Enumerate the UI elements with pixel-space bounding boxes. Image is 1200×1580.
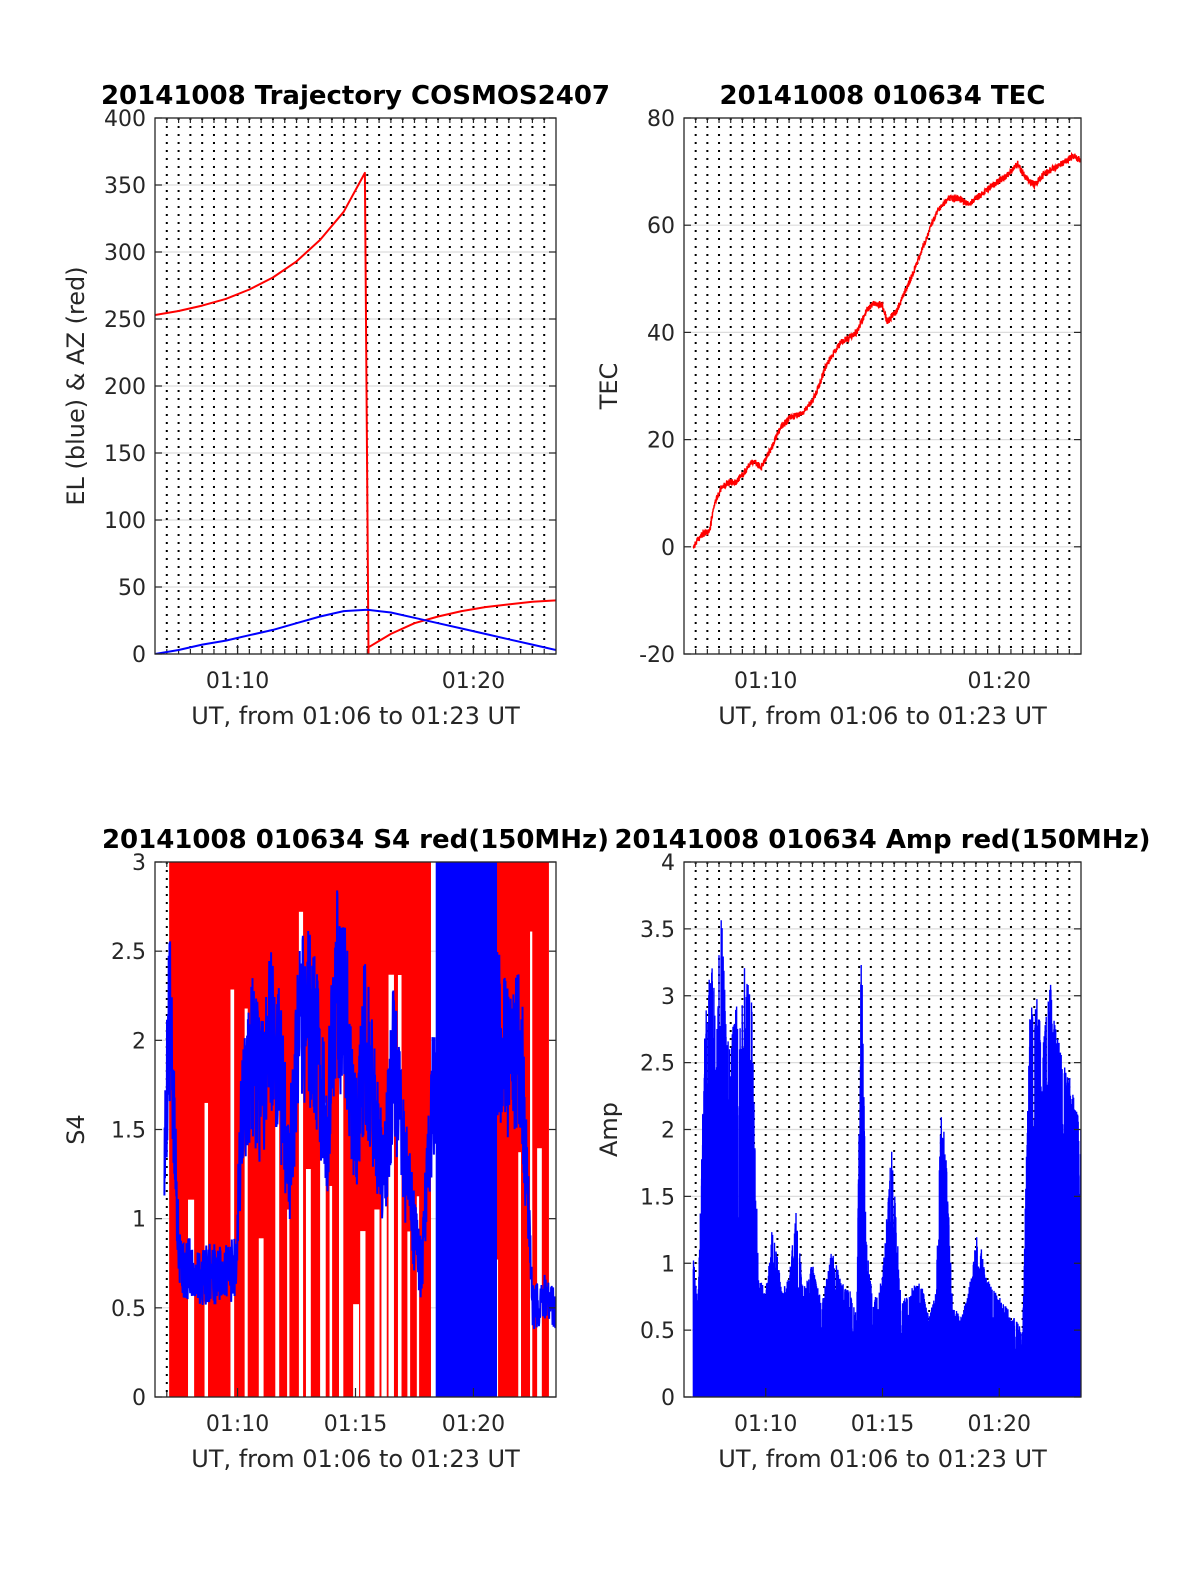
y-tick-label: 0 bbox=[661, 536, 675, 561]
series-line bbox=[155, 608, 556, 654]
panel-4: 0 0.5 1 1.5 2 2.5 3 3.5 4 01:10 01:15 01:20 UT, from… bbox=[595, 825, 1151, 1473]
red-series-gap bbox=[537, 1148, 542, 1397]
red-series-gap bbox=[530, 931, 533, 1397]
y-axis-label: S4 bbox=[62, 1114, 90, 1145]
y-tick-label: 60 bbox=[647, 214, 675, 239]
x-tick-label: 01:10 bbox=[206, 1412, 269, 1437]
panel-1: 0 50 100 150 200 250 300 350 400 01:10 01:20 UT, fr… bbox=[62, 81, 610, 730]
y-tick-label: 3 bbox=[132, 851, 146, 876]
y-tick-label: 2.5 bbox=[640, 1052, 675, 1077]
chart-title: 20141008 010634 S4 red(150MHz) bbox=[102, 825, 609, 855]
y-axis-label: TEC bbox=[595, 363, 623, 411]
x-axis-label: UT, from 01:06 to 01:23 UT bbox=[718, 1445, 1047, 1473]
red-series-gap bbox=[188, 1199, 195, 1397]
y-tick-label: -20 bbox=[639, 643, 675, 668]
red-series-gap bbox=[388, 974, 394, 1397]
x-axis-label: UT, from 01:06 to 01:23 UT bbox=[191, 1445, 520, 1473]
red-series-gap bbox=[298, 911, 304, 1397]
x-tick-label: 01:20 bbox=[442, 1412, 505, 1437]
red-series-gap bbox=[353, 1304, 360, 1397]
y-tick-label: 1.5 bbox=[640, 1185, 675, 1210]
x-tick-label: 01:20 bbox=[968, 1412, 1031, 1437]
y-axis-label: Amp bbox=[595, 1102, 623, 1157]
y-tick-label: 200 bbox=[104, 375, 146, 400]
y-tick-label: 0.5 bbox=[640, 1319, 675, 1344]
axes-box bbox=[683, 117, 1082, 655]
red-series-gap bbox=[360, 1231, 366, 1397]
y-tick-label: 50 bbox=[118, 576, 146, 601]
red-series-gap bbox=[287, 1209, 290, 1397]
y-tick-label: 0.5 bbox=[111, 1297, 146, 1322]
plot-area bbox=[163, 862, 556, 1397]
red-series-gap bbox=[381, 1159, 387, 1397]
series-line bbox=[692, 920, 1081, 1397]
red-series-gap bbox=[416, 1196, 420, 1397]
red-series-gap bbox=[258, 1238, 264, 1397]
panel-3: 0 0.5 1 1.5 2 2.5 3 01:10 01:15 01:20 UT, from 01:… bbox=[62, 825, 609, 1473]
y-tick-label: 2 bbox=[661, 1119, 675, 1144]
y-tick-label: 250 bbox=[104, 308, 146, 333]
red-series-gap bbox=[397, 974, 402, 1397]
y-tick-label: 150 bbox=[104, 442, 146, 467]
red-series-gap bbox=[329, 1185, 333, 1397]
red-series-gap bbox=[275, 1080, 280, 1397]
y-tick-label: 4 bbox=[661, 851, 675, 876]
x-tick-label: 01:20 bbox=[968, 669, 1031, 694]
y-tick-label: 1 bbox=[661, 1252, 675, 1277]
y-tick-label: 3.5 bbox=[640, 918, 675, 943]
red-series-gap bbox=[407, 1231, 411, 1397]
y-tick-label: 2 bbox=[132, 1029, 146, 1054]
series-line bbox=[692, 151, 1081, 550]
y-tick-label: 100 bbox=[104, 509, 146, 534]
red-series-gap bbox=[338, 953, 344, 1397]
x-axis-label: UT, from 01:06 to 01:23 UT bbox=[718, 702, 1047, 730]
panel-2: -20 0 20 40 60 80 01:10 01:20 UT, from 01:06 to … bbox=[595, 81, 1082, 730]
y-tick-label: 400 bbox=[104, 107, 146, 132]
y-tick-label: 0 bbox=[132, 1386, 146, 1411]
y-tick-label: 0 bbox=[132, 643, 146, 668]
chart-title: 20141008 010634 TEC bbox=[720, 81, 1046, 111]
y-tick-label: 80 bbox=[647, 107, 675, 132]
y-tick-label: 1 bbox=[132, 1208, 146, 1233]
y-tick-label: 2.5 bbox=[111, 940, 146, 965]
x-tick-label: 01:15 bbox=[851, 1412, 914, 1437]
x-tick-label: 01:10 bbox=[734, 1412, 797, 1437]
x-axis-label: UT, from 01:06 to 01:23 UT bbox=[191, 702, 520, 730]
y-axis-label: EL (blue) & AZ (red) bbox=[62, 266, 90, 505]
y-tick-label: 3 bbox=[661, 985, 675, 1010]
plot-area bbox=[692, 151, 1081, 550]
x-tick-label: 01:10 bbox=[206, 669, 269, 694]
series-line bbox=[155, 171, 556, 654]
x-tick-label: 01:10 bbox=[734, 669, 797, 694]
plot-area bbox=[155, 171, 556, 654]
red-series-gap bbox=[244, 1008, 248, 1397]
series-line bbox=[163, 884, 556, 1330]
red-series-gap bbox=[374, 1209, 380, 1397]
plot-area bbox=[692, 920, 1081, 1397]
y-tick-label: 20 bbox=[647, 429, 675, 454]
x-tick-label: 01:20 bbox=[442, 669, 505, 694]
x-tick-label: 01:15 bbox=[324, 1412, 387, 1437]
red-series-gap bbox=[320, 1102, 326, 1397]
y-tick-label: 0 bbox=[661, 1386, 675, 1411]
y-tick-label: 350 bbox=[104, 174, 146, 199]
red-series-gap bbox=[518, 1152, 522, 1397]
y-tick-label: 40 bbox=[647, 321, 675, 346]
red-series-gap bbox=[305, 1169, 311, 1397]
chart-title: 20141008 Trajectory COSMOS2407 bbox=[101, 81, 610, 111]
red-series-gap bbox=[230, 989, 235, 1397]
y-tick-label: 300 bbox=[104, 241, 146, 266]
chart-title: 20141008 010634 Amp red(150MHz) bbox=[614, 825, 1150, 855]
y-tick-label: 1.5 bbox=[111, 1119, 146, 1144]
